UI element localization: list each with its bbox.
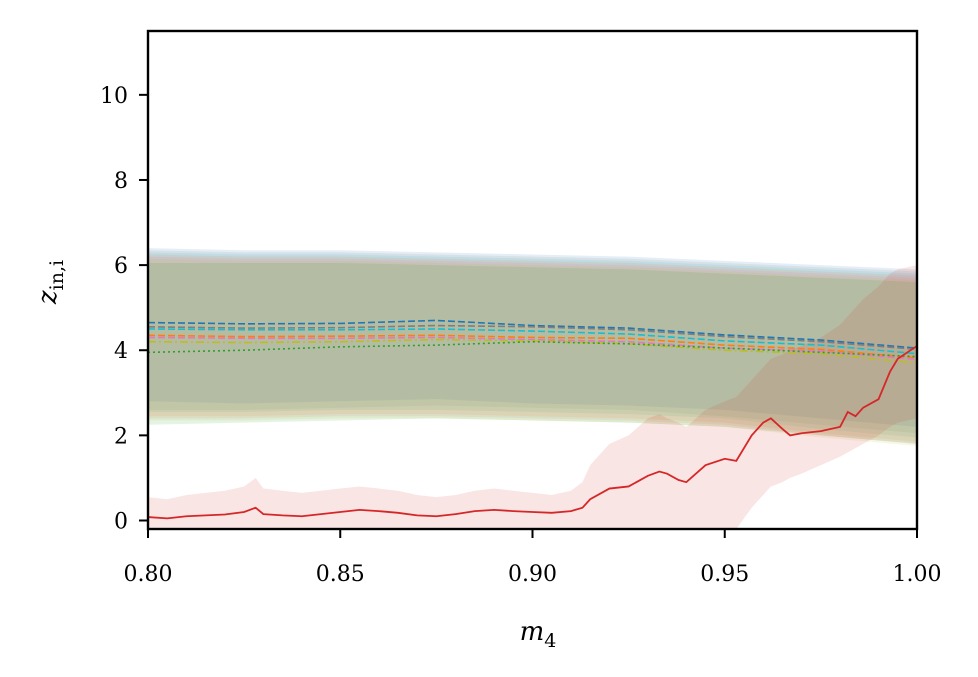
red-series-line [148, 345, 917, 520]
plot-area [148, 248, 917, 529]
series-6-line [148, 338, 917, 364]
x-tick-label: 0.85 [316, 562, 365, 587]
series-3-line [148, 328, 917, 355]
y-tick-label: 8 [114, 169, 128, 194]
y-tick-label: 2 [114, 424, 128, 449]
series-3-confidence-band [148, 252, 917, 438]
y-axis-label: zin,i [33, 260, 68, 305]
series-4-confidence-band [148, 254, 917, 442]
y-axis-title: zin,i [33, 260, 68, 305]
series-1-line [148, 319, 917, 349]
x-tick-label: 0.90 [508, 562, 557, 587]
y-axis: 0 2 4 6 8 10 [100, 84, 148, 534]
series-2-confidence-band [148, 250, 917, 434]
x-tick-label: 1.00 [893, 562, 942, 587]
series-7-line [148, 340, 917, 358]
x-axis-label: m4 [520, 617, 557, 652]
y-tick-label: 0 [114, 509, 128, 534]
red-series-confidence-band [148, 265, 917, 529]
series-6-confidence-band [148, 258, 917, 446]
series-5-confidence-band [148, 256, 917, 444]
series-2-line [148, 324, 917, 351]
series-7-confidence-band [148, 262, 917, 444]
x-axis-title: m4 [520, 617, 557, 652]
y-tick-label: 10 [100, 84, 128, 109]
x-tick-label: 0.95 [700, 562, 749, 587]
y-tick-label: 4 [114, 339, 128, 364]
y-tick-label: 6 [114, 254, 128, 279]
series-5-line [148, 336, 917, 361]
series-4-line [148, 334, 917, 359]
x-tick-label: 0.80 [124, 562, 173, 587]
x-axis: 0.80 0.85 0.90 0.95 1.00 [124, 529, 942, 587]
